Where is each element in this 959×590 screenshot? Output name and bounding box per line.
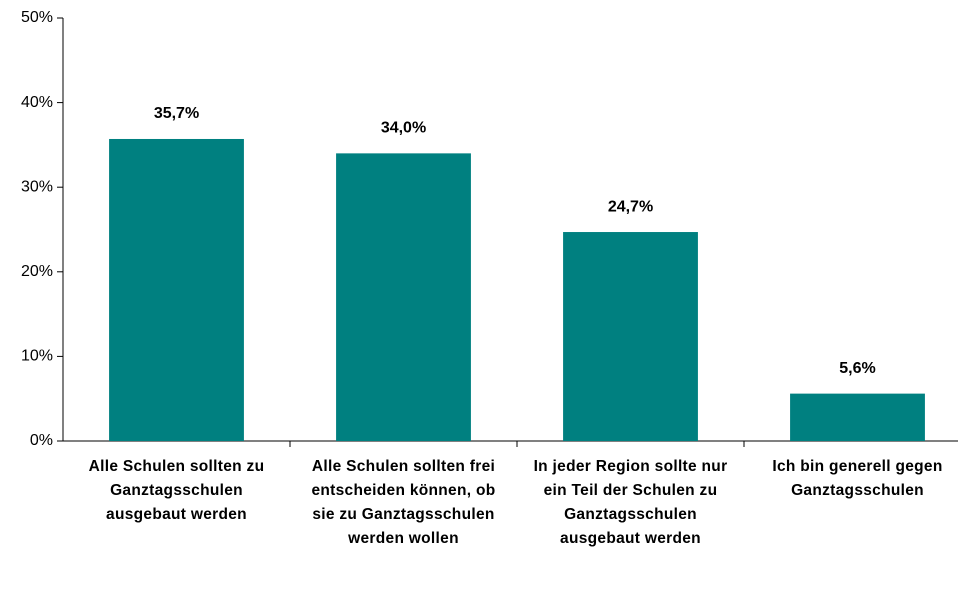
- x-tick-label: Ich bin generell gegen Ganztagsschulen: [772, 458, 943, 499]
- y-tick-label: 10%: [21, 348, 53, 365]
- x-tick-label: In jeder Region sollte nur ein Teil der …: [533, 458, 728, 547]
- value-label: 5,6%: [839, 360, 875, 377]
- y-tick-label: 30%: [21, 178, 53, 195]
- bar: [563, 232, 698, 441]
- bar: [109, 138, 244, 441]
- bar: [336, 153, 471, 442]
- value-label: 24,7%: [608, 198, 653, 215]
- value-label: 34,0%: [381, 120, 426, 137]
- x-tick-label: Alle Schulen sollten frei entscheiden kö…: [311, 458, 496, 547]
- bar: [790, 393, 925, 441]
- value-label: 35,7%: [154, 105, 199, 122]
- y-tick-label: 20%: [21, 263, 53, 280]
- y-tick-label: 50%: [21, 9, 53, 26]
- y-tick-label: 40%: [21, 94, 53, 111]
- x-tick-label: Alle Schulen sollten zu Ganztagsschulen …: [88, 458, 265, 523]
- y-tick-label: 0%: [30, 432, 53, 449]
